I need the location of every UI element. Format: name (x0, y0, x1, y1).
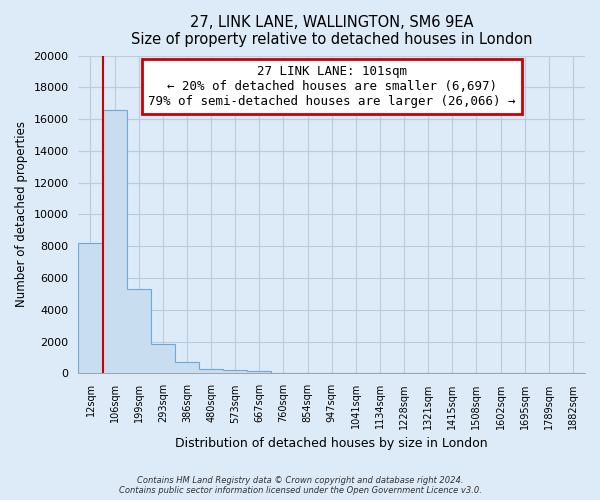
Text: Contains HM Land Registry data © Crown copyright and database right 2024.
Contai: Contains HM Land Registry data © Crown c… (119, 476, 481, 495)
Text: 27 LINK LANE: 101sqm
← 20% of detached houses are smaller (6,697)
79% of semi-de: 27 LINK LANE: 101sqm ← 20% of detached h… (148, 65, 515, 108)
X-axis label: Distribution of detached houses by size in London: Distribution of detached houses by size … (175, 437, 488, 450)
Title: 27, LINK LANE, WALLINGTON, SM6 9EA
Size of property relative to detached houses : 27, LINK LANE, WALLINGTON, SM6 9EA Size … (131, 15, 532, 48)
Y-axis label: Number of detached properties: Number of detached properties (15, 122, 28, 308)
